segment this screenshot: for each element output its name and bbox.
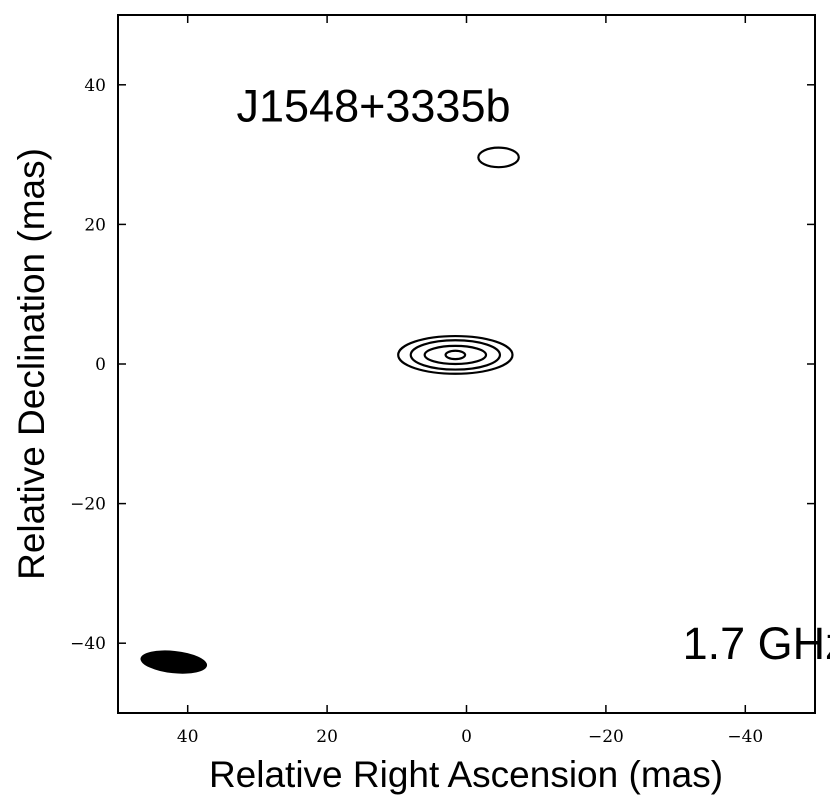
y-tick-label: 20	[84, 215, 106, 235]
frequency-label: 1.7 GHz	[683, 618, 830, 669]
tick-labels: 40 20 0 −20 −40 −40 −20 0 20 40	[70, 76, 763, 747]
x-tick-label: 20	[316, 727, 338, 747]
contour-core-level-1	[397, 334, 514, 375]
source-name-label: J1548+3335b	[236, 81, 510, 132]
y-axis-title: Relative Declination (mas)	[11, 148, 52, 580]
beam-ellipse	[140, 650, 208, 674]
y-tick-label: 0	[95, 355, 106, 375]
contour-core-level-3	[423, 344, 488, 366]
x-tick-label: 40	[177, 727, 199, 747]
y-tick-label: −40	[70, 634, 106, 654]
x-tick-label: −20	[588, 727, 624, 747]
contour-marks	[140, 146, 520, 674]
x-tick-label: −40	[727, 727, 763, 747]
contour-core-level-2	[409, 339, 502, 371]
y-tick-label: 40	[84, 76, 106, 96]
axis-ticks	[118, 15, 815, 713]
contour-jet-level-1	[477, 146, 520, 169]
contour-core-level-4	[444, 349, 467, 361]
x-tick-label: 0	[461, 727, 472, 747]
x-axis-title: Relative Right Ascension (mas)	[209, 754, 723, 795]
y-tick-label: −20	[70, 495, 106, 515]
